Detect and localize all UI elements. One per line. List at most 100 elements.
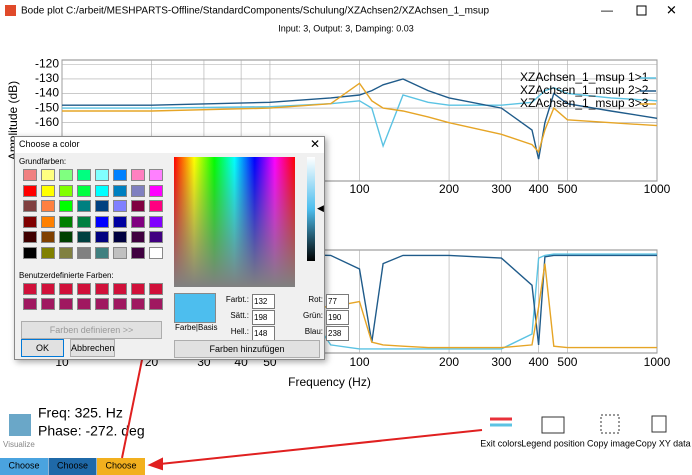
custom-swatch[interactable]	[131, 283, 145, 295]
field-input[interactable]: 77	[326, 294, 349, 309]
custom-swatch[interactable]	[95, 298, 109, 310]
close[interactable]: ✕	[666, 2, 677, 17]
swatch[interactable]	[149, 231, 163, 243]
color-tab-label[interactable]: Choose	[105, 460, 136, 470]
swatch[interactable]	[113, 215, 127, 228]
custom-swatch[interactable]	[131, 298, 145, 310]
swatch[interactable]	[131, 215, 145, 228]
field-input[interactable]: 132	[252, 294, 275, 309]
custom-swatch[interactable]	[77, 298, 91, 310]
toolbar-button[interactable]: Exit colors	[480, 438, 522, 448]
color-tab[interactable]	[48, 458, 97, 475]
swatch[interactable]	[131, 184, 145, 197]
swatch[interactable]	[149, 200, 163, 212]
ok-button[interactable]: OK	[21, 339, 64, 357]
color-tab[interactable]	[0, 458, 48, 475]
minimize[interactable]: —	[601, 3, 613, 17]
custom-swatch[interactable]	[59, 283, 73, 295]
swatch[interactable]	[59, 184, 73, 197]
swatch[interactable]	[59, 215, 73, 228]
toolbar-button[interactable]: Copy XY data	[635, 438, 690, 448]
copy-xy-icon	[651, 415, 667, 433]
swatch[interactable]	[113, 184, 127, 197]
spectrum[interactable]	[174, 157, 295, 287]
swatch[interactable]	[149, 169, 163, 181]
swatch[interactable]	[41, 246, 55, 259]
swatch[interactable]	[113, 246, 127, 259]
luminance-bar[interactable]	[307, 157, 315, 261]
swatch[interactable]	[77, 184, 91, 197]
field-input[interactable]: 198	[252, 310, 275, 325]
swatch[interactable]	[59, 169, 73, 181]
swatch[interactable]	[77, 246, 91, 259]
custom-swatch[interactable]	[23, 283, 37, 295]
field-input[interactable]: 190	[326, 310, 349, 325]
color-tab[interactable]	[97, 458, 145, 475]
custom-swatch[interactable]	[149, 298, 163, 310]
swatch[interactable]	[23, 184, 37, 197]
maximize[interactable]	[636, 5, 647, 16]
custom-swatch[interactable]	[41, 298, 55, 310]
custom-swatch[interactable]	[113, 298, 127, 310]
swatch[interactable]	[95, 169, 109, 181]
swatch[interactable]	[95, 231, 109, 243]
field-label: Blau:	[304, 327, 323, 336]
basic-label: Grundfarben:	[19, 157, 67, 166]
custom-swatch[interactable]	[113, 283, 127, 295]
preview-swatch	[174, 293, 216, 323]
custom-swatch[interactable]	[95, 283, 109, 295]
swatch[interactable]	[113, 231, 127, 243]
swatch[interactable]	[95, 200, 109, 212]
swatch[interactable]	[149, 215, 163, 228]
custom-swatch[interactable]	[41, 283, 55, 295]
swatch[interactable]	[41, 169, 55, 181]
swatch[interactable]	[41, 200, 55, 212]
swatch[interactable]	[113, 200, 127, 212]
custom-swatches	[23, 283, 165, 313]
swatch[interactable]	[23, 246, 37, 259]
custom-label: Benutzerdefinierte Farben:	[19, 271, 114, 280]
x-tick-label: 100	[349, 355, 369, 369]
swatch[interactable]	[23, 169, 37, 181]
swatch[interactable]	[59, 231, 73, 243]
swatch[interactable]	[59, 200, 73, 212]
swatch[interactable]	[41, 231, 55, 243]
swatch[interactable]	[131, 246, 145, 259]
swatch[interactable]	[131, 169, 145, 181]
swatch[interactable]	[23, 200, 37, 212]
x-tick-label: 1000	[644, 355, 671, 369]
field-input[interactable]: 238	[326, 326, 349, 341]
custom-swatch[interactable]	[149, 283, 163, 295]
swatch[interactable]	[77, 215, 91, 228]
swatch[interactable]	[95, 215, 109, 228]
swatch[interactable]	[77, 200, 91, 212]
swatch[interactable]	[95, 184, 109, 197]
add-button[interactable]: Farben hinzufügen	[174, 340, 320, 358]
custom-swatch[interactable]	[59, 298, 73, 310]
swatch[interactable]	[59, 246, 73, 259]
custom-swatch[interactable]	[77, 283, 91, 295]
y-tick-label: -120	[35, 57, 59, 71]
swatch[interactable]	[41, 215, 55, 228]
swatch[interactable]	[41, 184, 55, 197]
color-tab-label[interactable]: Choose	[8, 460, 39, 470]
swatch[interactable]	[131, 200, 145, 212]
swatch[interactable]	[23, 215, 37, 228]
define-button[interactable]: Farben definieren >>	[21, 321, 162, 339]
color-tab-label[interactable]: Choose	[57, 460, 88, 470]
field-input[interactable]: 148	[252, 326, 275, 341]
toolbar-button[interactable]: Copy image	[587, 438, 635, 448]
swatch[interactable]	[77, 169, 91, 181]
swatch[interactable]	[131, 231, 145, 243]
toolbar-button[interactable]: Legend position	[521, 438, 585, 448]
swatch[interactable]	[113, 169, 127, 181]
cancel-button[interactable]: Abbrechen	[70, 339, 115, 357]
custom-swatch[interactable]	[23, 298, 37, 310]
swatch[interactable]	[149, 246, 163, 259]
visualize-icon[interactable]	[9, 414, 31, 436]
swatch[interactable]	[77, 231, 91, 243]
dialog-close[interactable]: ✕	[310, 137, 321, 151]
swatch[interactable]	[95, 246, 109, 259]
swatch[interactable]	[23, 231, 37, 243]
swatch[interactable]	[149, 184, 163, 197]
